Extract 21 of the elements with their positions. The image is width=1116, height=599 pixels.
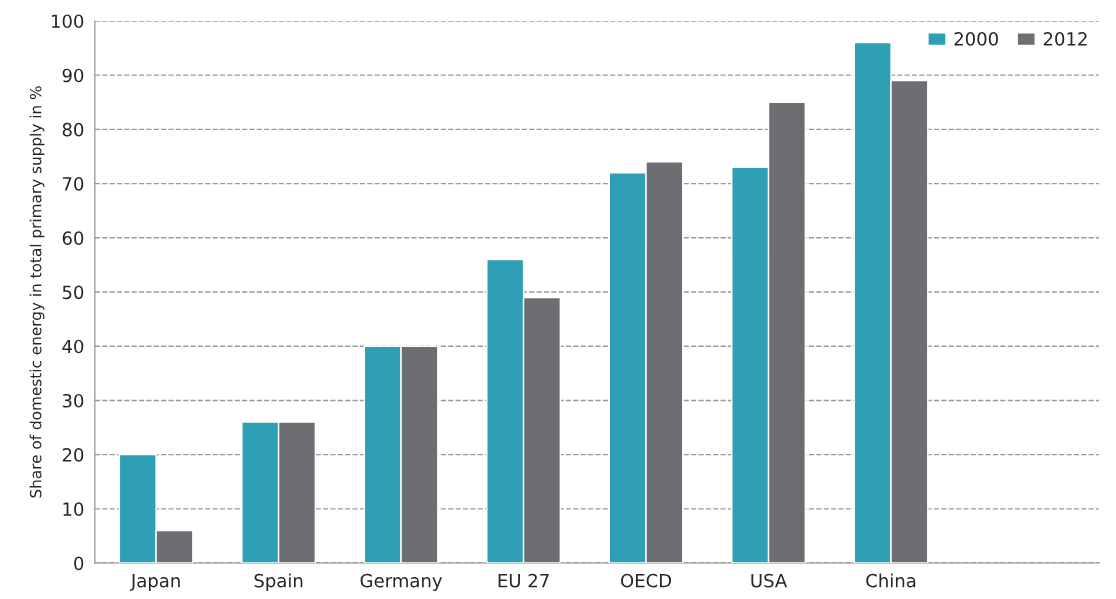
x-tick-label: Japan (129, 574, 180, 591)
x-tick-label: China (866, 573, 916, 588)
x-tick-label: USA (751, 573, 788, 588)
y-tick-label: 60 (62, 231, 84, 245)
x-tick-label: Germany (360, 573, 443, 591)
y-tick-label: 30 (62, 393, 84, 408)
y-tick-label: 100 (51, 14, 84, 29)
y-tick-label: 50 (62, 285, 84, 300)
y-tick-label: 40 (62, 339, 84, 354)
x-tick-label: Spain (254, 573, 303, 591)
legend-label: 2000 (954, 32, 998, 46)
y-tick-label: 10 (63, 502, 84, 516)
y-tick-label: 80 (62, 122, 84, 137)
y-axis-title: Share of domestic energy in total primary supply in % (29, 86, 45, 498)
y-tick-label: 20 (62, 448, 84, 462)
x-tick-label: EU 27 (498, 573, 549, 588)
y-tick-label: 0 (74, 556, 84, 571)
y-tick-label: 90 (62, 68, 84, 83)
x-tick-label: OECD (621, 573, 672, 588)
y-tick-label: 70 (62, 177, 84, 191)
legend-label: 2012 (1043, 32, 1087, 46)
